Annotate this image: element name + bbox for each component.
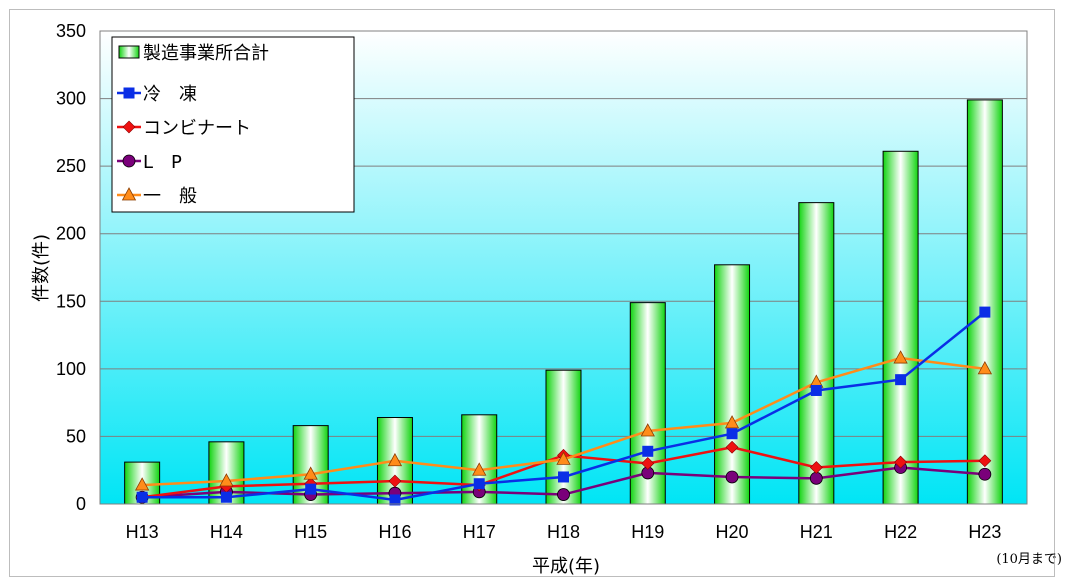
legend-swatch-marker <box>123 87 135 99</box>
x-axis-note: (10月まで) <box>996 552 1062 567</box>
point-H19 <box>642 445 654 457</box>
point-H20 <box>725 470 739 484</box>
point-H13 <box>134 477 150 491</box>
legend-swatch-marker <box>121 187 137 201</box>
point-H23 <box>977 361 993 375</box>
bars <box>124 99 1003 505</box>
legend-swatch-marker <box>122 154 136 168</box>
x-tick-label: H15 <box>294 522 327 542</box>
bar-H20 <box>714 264 751 505</box>
legend-label: 一 般 <box>143 186 197 207</box>
point-H22 <box>894 455 908 469</box>
point-H23 <box>978 454 992 468</box>
point-H18 <box>557 488 570 501</box>
point-H14 <box>220 491 232 503</box>
series-lines <box>134 306 993 506</box>
legend-swatch-bar <box>118 45 140 59</box>
series-0 <box>136 306 991 506</box>
point-H16 <box>387 452 403 467</box>
point-H19 <box>641 457 655 470</box>
legend-label: 冷 凍 <box>143 84 197 105</box>
point-H18 <box>556 451 571 465</box>
legend-swatch-marker <box>122 120 136 134</box>
bar-H23 <box>966 99 1003 505</box>
point-H13 <box>136 491 148 503</box>
point-H21 <box>809 471 823 485</box>
point-H22 <box>895 374 907 386</box>
y-tick-label: 350 <box>56 21 86 41</box>
x-tick-label: H18 <box>547 522 580 542</box>
y-tick-label: 0 <box>76 494 86 514</box>
point-H15 <box>303 466 318 480</box>
y-tick-label: 200 <box>56 224 86 244</box>
point-H21 <box>810 384 822 396</box>
chart-frame <box>9 9 1055 577</box>
y-tick-label: 50 <box>66 426 86 446</box>
legend-label: 製造事業所合計 <box>143 43 269 64</box>
point-H20 <box>725 440 739 454</box>
bar-H22 <box>882 150 919 505</box>
y-tick-label: 150 <box>56 291 86 311</box>
y-tick-labels: 0 50 100 150 200 250 300 350 <box>56 21 86 514</box>
point-H19 <box>640 423 655 437</box>
x-tick-labels: H13 H14 H15 H16 H17 H18 H19 H20 H21 H22 H23 <box>126 522 1002 542</box>
point-H20 <box>726 428 738 440</box>
x-tick-label: H21 <box>800 522 833 542</box>
point-H14 <box>219 473 234 487</box>
x-tick-label: H23 <box>968 522 1001 542</box>
point-H23 <box>978 467 992 481</box>
x-axis-title: 平成(年) <box>532 556 600 577</box>
point-H16 <box>389 494 401 506</box>
point-H23 <box>979 306 991 318</box>
point-H22 <box>893 350 908 364</box>
x-tick-label: H16 <box>378 522 411 542</box>
y-tick-label: 250 <box>56 156 86 176</box>
x-tick-label: H17 <box>463 522 496 542</box>
bar-H21 <box>798 202 835 505</box>
y-tick-label: 300 <box>56 89 86 109</box>
x-tick-label: H13 <box>126 522 159 542</box>
plot-border <box>99 30 1028 505</box>
y-axis-title: 件数(件) <box>31 234 52 302</box>
x-tick-label: H22 <box>884 522 917 542</box>
point-H18 <box>558 471 569 483</box>
point-H21 <box>809 461 823 474</box>
legend-label: コンビナート <box>143 118 251 139</box>
point-H15 <box>305 483 317 495</box>
point-H17 <box>472 462 487 476</box>
legend-label: L P <box>143 152 182 173</box>
bar-H18 <box>545 369 582 505</box>
x-tick-label: H14 <box>210 522 243 542</box>
x-tick-label: H20 <box>716 522 749 542</box>
point-H20 <box>724 415 740 429</box>
point-H17 <box>473 478 485 490</box>
legend-box <box>111 36 355 213</box>
y-tick-label: 100 <box>56 359 86 379</box>
point-H16 <box>388 474 402 488</box>
x-tick-label: H19 <box>631 522 664 542</box>
